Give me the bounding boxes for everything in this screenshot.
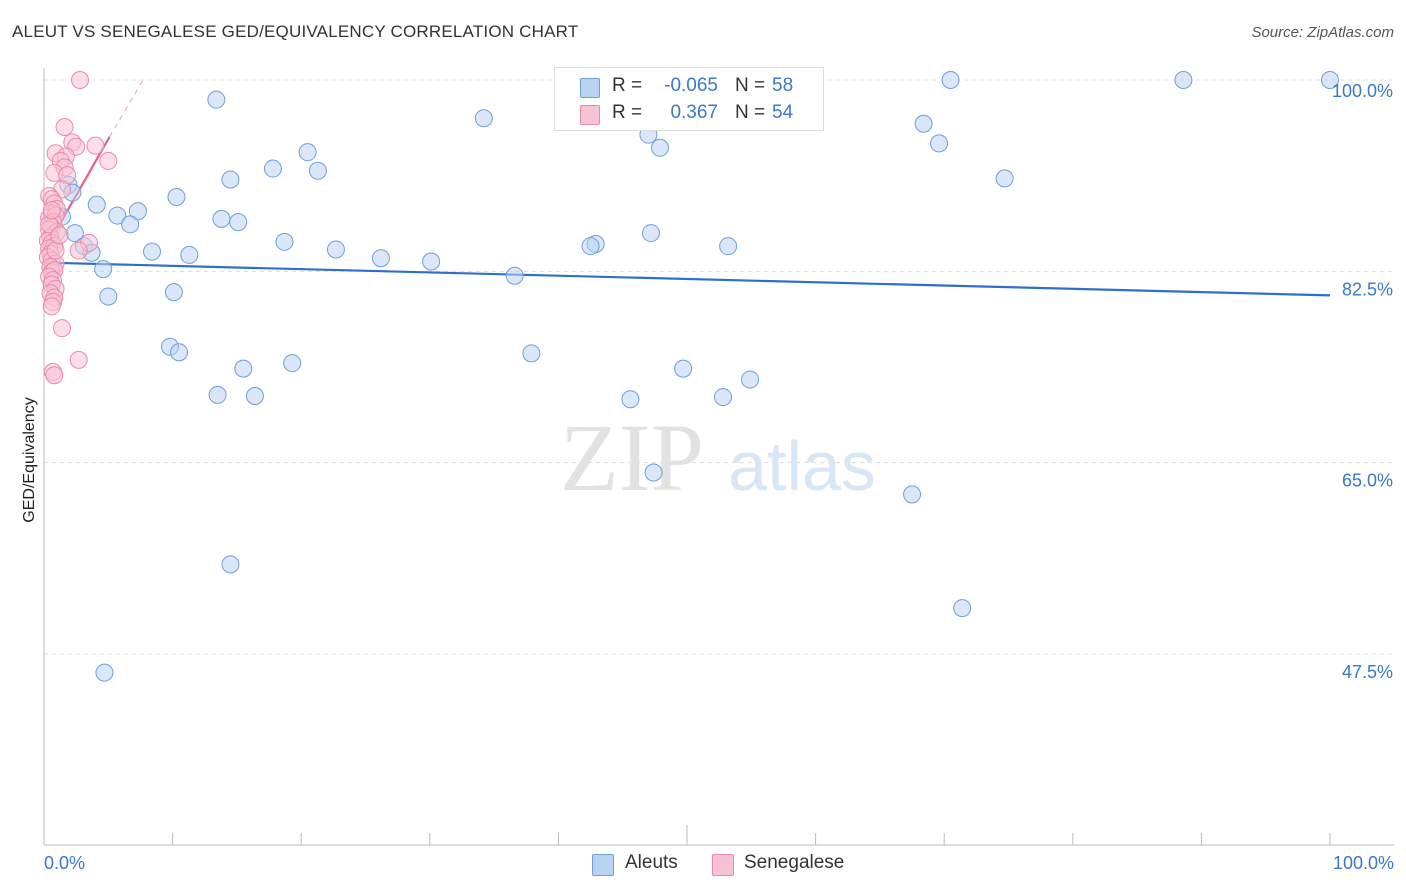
x-tick-label-min: 0.0% xyxy=(44,853,86,873)
aleuts-trend-line xyxy=(43,261,1331,297)
senegalese-point xyxy=(86,136,105,155)
y-tick-label: 100.0% xyxy=(1332,81,1393,101)
aleuts-point xyxy=(263,159,282,178)
watermark-zip: ZIP xyxy=(560,404,704,511)
legend-row-senegalese: R = 0.367 N = 54 xyxy=(555,101,823,128)
aleuts-point xyxy=(207,90,226,109)
axes xyxy=(43,68,1394,846)
senegalese-point xyxy=(71,71,90,89)
legend-r-value: 0.367 xyxy=(670,102,718,123)
y-tick-label: 65.0% xyxy=(1342,471,1393,491)
correlation-legend: R = -0.065 N = 58 R = 0.367 N = 54 xyxy=(554,67,824,131)
data-points xyxy=(38,71,1339,682)
legend-r-label: R = xyxy=(612,102,643,123)
senegalese-legend-label: Senegalese xyxy=(744,852,845,873)
aleuts-point xyxy=(581,237,600,256)
aleuts-legend-label: Aleuts xyxy=(625,852,678,873)
y-tick-label: 47.5% xyxy=(1342,662,1393,682)
aleuts-point xyxy=(221,555,240,574)
legend-n-value: 58 xyxy=(772,75,794,96)
aleuts-point xyxy=(903,485,922,504)
aleuts-point xyxy=(221,170,240,189)
aleuts-point xyxy=(714,388,733,407)
chart-title: ALEUT VS SENEGALESE GED/EQUIVALENCY CORR… xyxy=(12,22,579,41)
aleuts-point xyxy=(953,599,972,618)
x-tick-label-max: 100.0% xyxy=(1332,853,1394,873)
aleuts-point xyxy=(522,344,541,363)
legend-n-label: N = xyxy=(735,75,766,96)
aleuts-point xyxy=(234,359,253,378)
senegalese-point xyxy=(42,297,61,316)
watermark: ZIP atlas xyxy=(560,404,876,511)
aleuts-point xyxy=(180,245,199,264)
aleuts-point xyxy=(326,240,345,259)
senegalese-point xyxy=(53,319,72,338)
senegalese-point xyxy=(55,118,74,137)
aleuts-point xyxy=(170,343,189,362)
aleuts-point xyxy=(167,187,186,206)
aleuts-point xyxy=(930,134,949,153)
senegalese-point xyxy=(69,350,88,369)
senegalese-point xyxy=(45,366,64,385)
aleuts-point xyxy=(95,663,114,682)
aleuts-point xyxy=(719,237,738,256)
legend-n-label: N = xyxy=(735,102,766,123)
senegalese-legend-swatch xyxy=(712,854,734,876)
aleuts-point xyxy=(208,385,227,404)
legend-r-value: -0.065 xyxy=(664,75,718,96)
y-tick-labels: 100.0% 82.5% 65.0% 47.5% xyxy=(1332,81,1393,682)
aleuts-point xyxy=(741,370,760,389)
aleuts-point xyxy=(298,143,317,162)
senegalese-point xyxy=(99,151,118,170)
source-credit: Source: ZipAtlas.com xyxy=(1251,24,1394,41)
senegalese-point xyxy=(46,241,65,260)
senegalese-point xyxy=(50,226,69,245)
aleuts-point xyxy=(164,283,183,302)
aleuts-point xyxy=(621,390,640,409)
senegalese-point xyxy=(69,241,88,260)
aleuts-point xyxy=(275,232,294,251)
aleuts-point xyxy=(99,287,118,306)
aleuts-swatch xyxy=(580,78,600,98)
legend-row-aleuts: R = -0.065 N = 58 xyxy=(555,74,823,101)
aleuts-point xyxy=(641,224,660,243)
aleuts-point xyxy=(308,161,327,180)
aleuts-point xyxy=(143,242,162,261)
aleuts-point xyxy=(474,109,493,128)
aleuts-point xyxy=(283,354,302,373)
aleuts-point xyxy=(914,114,933,133)
aleuts-point xyxy=(1174,71,1193,89)
senegalese-swatch xyxy=(580,105,600,125)
aleuts-point xyxy=(674,359,693,378)
aleuts-point xyxy=(650,138,669,157)
aleuts-point xyxy=(212,209,231,228)
aleuts-point xyxy=(644,463,663,482)
aleuts-point xyxy=(121,215,140,234)
aleuts-point xyxy=(94,260,113,279)
aleuts-point xyxy=(245,386,264,405)
senegalese-point xyxy=(42,201,61,220)
legend-n-value: 54 xyxy=(772,102,794,123)
watermark-atlas: atlas xyxy=(728,427,876,505)
aleuts-point xyxy=(229,213,248,232)
legend-r-label: R = xyxy=(612,75,643,96)
aleuts-point xyxy=(422,252,441,271)
aleuts-legend-swatch xyxy=(592,854,614,876)
aleuts-point xyxy=(505,266,524,285)
y-tick-label: 82.5% xyxy=(1342,279,1393,299)
aleuts-point xyxy=(941,71,960,89)
senegalese-trend-extension xyxy=(109,79,144,138)
aleuts-point xyxy=(1321,71,1339,89)
aleuts-point xyxy=(108,206,127,225)
aleuts-point xyxy=(371,249,390,268)
aleuts-point xyxy=(995,169,1014,188)
aleuts-point xyxy=(87,195,106,214)
